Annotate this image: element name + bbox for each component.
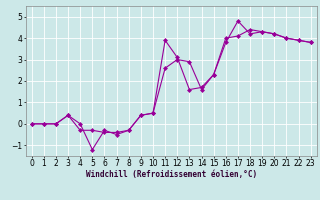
X-axis label: Windchill (Refroidissement éolien,°C): Windchill (Refroidissement éolien,°C) bbox=[86, 170, 257, 179]
